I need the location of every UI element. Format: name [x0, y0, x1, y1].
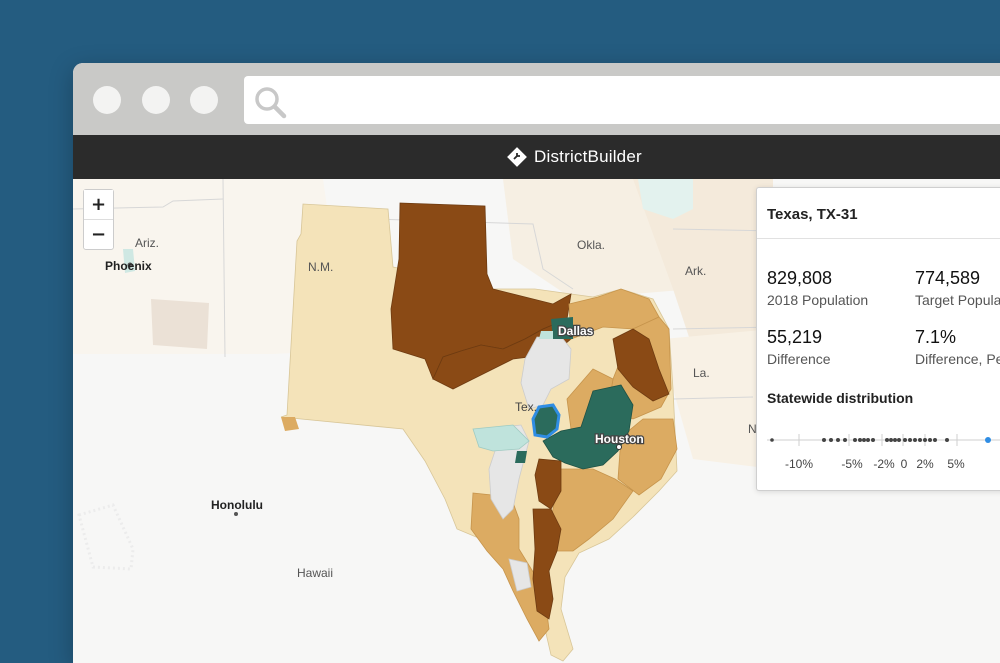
district-dot — [836, 438, 840, 442]
zoom-control: + − — [83, 189, 114, 250]
district-dot — [903, 438, 907, 442]
honolulu-dot — [234, 512, 238, 516]
distribution-title: Statewide distribution — [767, 390, 914, 406]
district-houston-teal[interactable] — [542, 384, 634, 470]
houston-dot — [616, 444, 622, 450]
district-dot — [889, 438, 893, 442]
browser-window: DistrictBuilder — [73, 63, 1000, 663]
population-label: 2018 Population — [767, 292, 869, 308]
tick-label-minus-10: -10% — [785, 457, 813, 471]
tick-label-minus-5: -5% — [841, 457, 863, 471]
label-okla: Okla. — [577, 238, 605, 252]
label-tex: Tex. — [515, 400, 537, 414]
district-dot — [822, 438, 826, 442]
district-dot — [923, 438, 927, 442]
district-dot — [843, 438, 847, 442]
district-dot — [928, 438, 932, 442]
label-ariz: Ariz. — [135, 236, 159, 250]
label-ark: Ark. — [685, 264, 706, 278]
statewide-distribution-strip: -10% -5% -2% 0 2% 5% — [767, 434, 1000, 471]
label-phoenix: Phoenix — [105, 259, 152, 273]
label-la: La. — [693, 366, 710, 380]
region-teal-patch — [638, 179, 693, 219]
difference-label: Difference — [767, 351, 831, 367]
district-dot — [853, 438, 857, 442]
district-dot — [829, 438, 833, 442]
district-dot — [945, 438, 949, 442]
zoom-out-button[interactable]: − — [84, 219, 113, 248]
difference-value: 55,219 — [767, 327, 823, 347]
district-dot — [913, 438, 917, 442]
window-minimize-dot[interactable] — [142, 86, 170, 114]
district-dot — [866, 438, 870, 442]
label-honolulu: Honolulu — [211, 498, 263, 512]
district-dot — [885, 438, 889, 442]
district-dot — [871, 438, 875, 442]
brand-name: DistrictBuilder — [534, 147, 642, 166]
district-dot — [862, 438, 866, 442]
district-dots — [770, 438, 949, 442]
label-hawaii: Hawaii — [297, 566, 333, 580]
region-arkansas — [633, 179, 773, 349]
population-value: 829,808 — [767, 268, 833, 288]
district-info-panel: Texas, TX-31 829,808 2018 Population 774… — [756, 187, 1000, 491]
district-dot — [893, 438, 897, 442]
district-dot — [908, 438, 912, 442]
window-maximize-dot[interactable] — [190, 86, 218, 114]
district-dallas-light-teal[interactable] — [539, 331, 553, 339]
border-line — [222, 179, 226, 358]
district-tx-31-selected[interactable] — [531, 403, 561, 439]
region-louisiana — [663, 329, 773, 469]
tick-label-5: 5% — [947, 457, 965, 471]
district-gray-coast[interactable] — [508, 558, 532, 592]
district-small-teal[interactable] — [515, 451, 527, 463]
dallas-dot — [568, 331, 574, 337]
address-input[interactable] — [296, 84, 900, 118]
panel-divider — [757, 238, 1000, 239]
hawaii-islands — [77, 503, 135, 571]
map-basemap: Ariz. Phoenix N.M. Okla. Ark. La. Dallas… — [73, 179, 774, 662]
address-bar[interactable] — [244, 76, 1000, 124]
zoom-in-button[interactable]: + — [84, 190, 113, 219]
search-icon — [255, 87, 287, 119]
district-dot — [918, 438, 922, 442]
difference-percent-value: 7.1% — [915, 327, 957, 347]
tick-label-minus-2: -2% — [873, 457, 895, 471]
district-east-brown[interactable] — [612, 328, 670, 402]
phoenix-dot — [127, 262, 133, 268]
border-line — [73, 198, 224, 210]
window-close-dot[interactable] — [93, 86, 121, 114]
tick-label-2: 2% — [916, 457, 934, 471]
district-south-brown-2[interactable] — [532, 508, 562, 620]
district-builder-logo-icon — [507, 147, 527, 167]
district-el-paso[interactable] — [281, 417, 299, 431]
difference-percent-label: Difference, Percent — [915, 351, 1000, 367]
district-dot — [858, 438, 862, 442]
district-dallas-teal[interactable] — [551, 317, 573, 339]
selected-district-dot — [985, 437, 991, 443]
app-header: DistrictBuilder — [73, 135, 1000, 179]
map-canvas[interactable]: Ariz. Phoenix N.M. Okla. Ark. La. Dallas… — [73, 179, 1000, 663]
border-line — [672, 396, 754, 400]
label-nm: N.M. — [308, 260, 333, 274]
label-dallas: Dallas — [558, 324, 594, 338]
phoenix-area — [123, 249, 135, 273]
tick-label-0: 0 — [901, 457, 908, 471]
district-dot — [897, 438, 901, 442]
district-gray-central[interactable] — [520, 336, 572, 410]
district-dot — [933, 438, 937, 442]
brand[interactable]: DistrictBuilder — [507, 145, 642, 169]
panel-title: Texas, TX-31 — [767, 206, 858, 223]
region-light-brown-patch — [151, 299, 209, 349]
district-light-teal[interactable] — [472, 424, 530, 452]
district-dot — [770, 438, 774, 442]
target-population-value: 774,589 — [915, 268, 981, 288]
label-n-partial: N — [748, 422, 757, 436]
label-houston: Houston — [595, 432, 644, 446]
target-population-label: Target Population — [915, 292, 1000, 308]
district-southeast-tan[interactable] — [617, 418, 678, 496]
browser-chrome — [73, 63, 1000, 135]
